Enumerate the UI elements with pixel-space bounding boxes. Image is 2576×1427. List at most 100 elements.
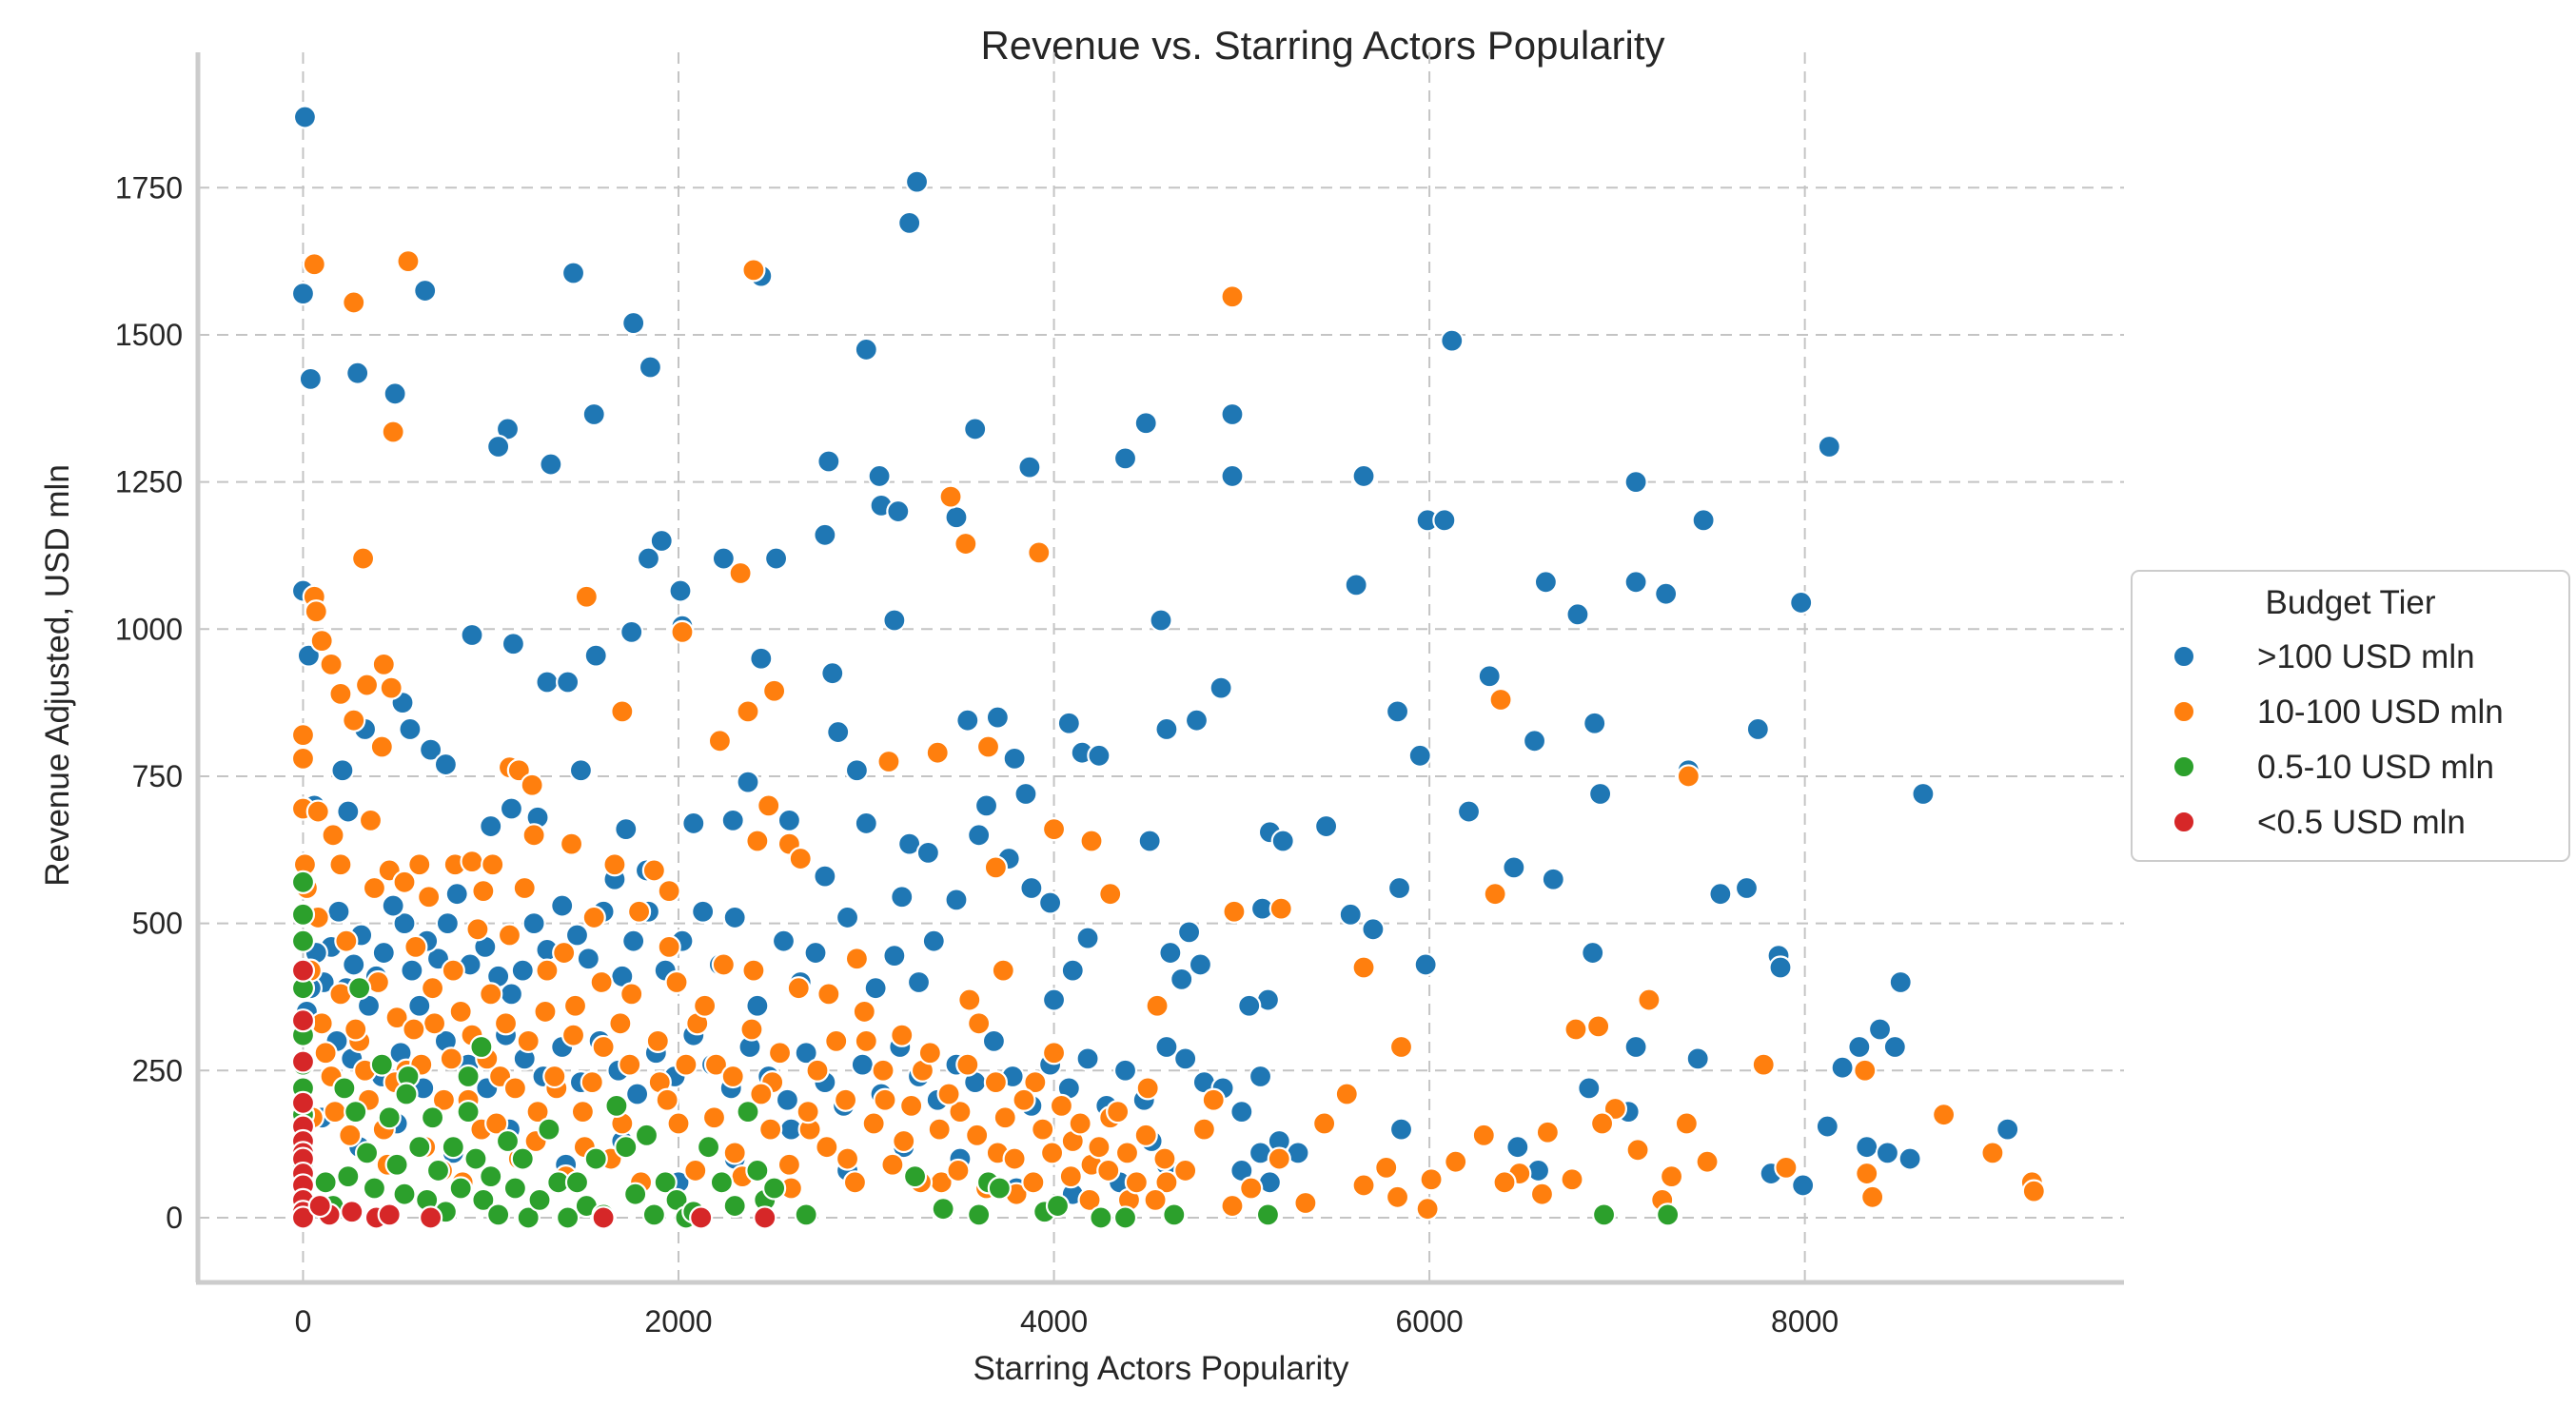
data-point (1471, 1123, 1496, 1147)
data-point (871, 1058, 895, 1083)
data-point (328, 681, 353, 706)
data-point (1654, 581, 1679, 606)
data-point (1374, 1155, 1399, 1180)
data-point (290, 929, 316, 953)
data-point (580, 1070, 604, 1095)
data-point (915, 840, 940, 865)
data-point (824, 1028, 849, 1053)
data-point (983, 1070, 1009, 1095)
data-point (583, 1146, 608, 1171)
data-point (1060, 958, 1085, 983)
data-point (1237, 993, 1262, 1018)
data-point (1860, 1184, 1885, 1209)
x-tick-label: 6000 (1396, 1304, 1464, 1339)
data-point (1386, 875, 1412, 901)
data-point (722, 905, 747, 930)
data-point (419, 1205, 443, 1230)
data-point (1002, 746, 1027, 771)
data-point (1201, 1087, 1226, 1112)
data-point (583, 643, 608, 668)
data-point (1637, 987, 1662, 1012)
data-point (1239, 1176, 1264, 1201)
data-point (456, 1064, 481, 1089)
data-point (1563, 1017, 1588, 1042)
data-point (422, 1011, 447, 1036)
data-point (917, 1041, 942, 1065)
data-point (1135, 1076, 1160, 1101)
data-point (1855, 1161, 1879, 1186)
data-point (1623, 570, 1648, 595)
data-point (619, 982, 644, 1007)
data-point (805, 1058, 830, 1083)
data-point (481, 852, 505, 877)
data-point (1415, 1197, 1440, 1222)
data-point (683, 1158, 708, 1183)
data-point (892, 1128, 916, 1154)
data-point (1220, 1193, 1245, 1219)
legend-label: >100 USD mln (2257, 638, 2475, 675)
data-point (290, 870, 316, 894)
data-point (786, 976, 811, 1001)
data-point (1038, 890, 1063, 915)
data-point (441, 958, 465, 983)
data-point (1385, 1184, 1410, 1209)
data-point (625, 1082, 650, 1106)
data-point (342, 290, 366, 315)
data-point (463, 1146, 488, 1171)
data-point (674, 1052, 698, 1077)
data-point (1529, 1182, 1555, 1206)
data-point (991, 958, 1015, 983)
data-point (1581, 940, 1605, 966)
data-point (1603, 1096, 1627, 1122)
data-point (398, 716, 423, 742)
data-point (886, 498, 911, 524)
legend: Budget Tier >100 USD mln 10-100 USD mln 0.… (2131, 570, 2570, 862)
data-point (344, 1017, 368, 1042)
data-point (904, 169, 930, 194)
data-point (560, 1023, 586, 1047)
data-point (1255, 1202, 1281, 1227)
data-point (948, 1099, 973, 1124)
data-point (1589, 1111, 1615, 1136)
data-point (816, 982, 841, 1007)
data-point (1268, 896, 1293, 921)
data-point (1588, 781, 1613, 807)
data-point (1932, 1103, 1957, 1127)
data-point (479, 1164, 503, 1189)
data-point (1270, 829, 1295, 853)
data-point (736, 699, 760, 724)
data-point (550, 893, 575, 918)
data-point (1079, 829, 1104, 853)
data-point (290, 1205, 316, 1230)
data-point (290, 1090, 316, 1115)
data-point (1351, 1173, 1376, 1198)
y-tick-label: 1000 (115, 612, 183, 646)
data-point (1045, 1193, 1071, 1219)
data-point (1815, 1114, 1839, 1139)
y-tick-label: 250 (132, 1053, 183, 1087)
data-point (448, 999, 473, 1025)
data-point (1222, 899, 1247, 924)
data-point (636, 546, 661, 571)
data-point (880, 1152, 905, 1177)
data-point (957, 987, 982, 1012)
data-point (833, 1087, 858, 1112)
data-point (634, 1123, 659, 1147)
data-point (985, 705, 1010, 730)
data-point (1492, 1170, 1517, 1195)
data-point (307, 1193, 332, 1219)
data-point (1112, 446, 1138, 471)
data-point (1419, 1167, 1444, 1192)
data-point (711, 952, 736, 977)
data-point (1344, 573, 1368, 597)
data-point (803, 940, 828, 966)
legend-label: 0.5-10 USD mln (2257, 749, 2494, 786)
data-point (967, 823, 992, 848)
data-point (1041, 817, 1067, 842)
data-point (863, 976, 888, 1001)
data-point (433, 752, 458, 777)
data-points (290, 105, 2046, 1230)
data-point (402, 1017, 426, 1042)
data-point (460, 622, 484, 648)
